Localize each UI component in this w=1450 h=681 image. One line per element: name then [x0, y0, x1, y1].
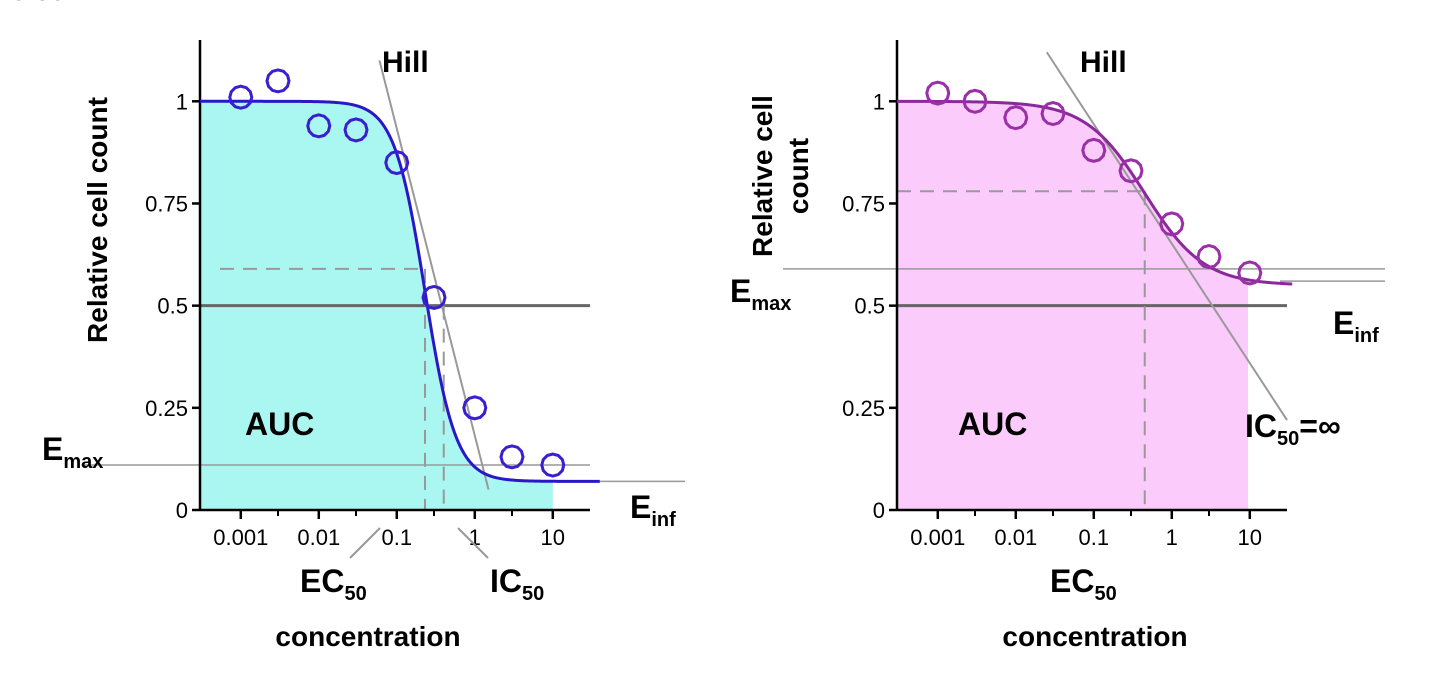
hill-label-right: Hill [1080, 46, 1127, 79]
data-point [1118, 158, 1144, 184]
x-tick-label: 0.001 [213, 525, 268, 550]
ic50-label-left: IC50 [490, 563, 544, 605]
data-points-right [925, 80, 1263, 286]
y-tick-label: 0.5 [157, 294, 188, 319]
ic50-label-right: IC50=∞ [1245, 408, 1341, 450]
fit-curve-left [200, 99, 600, 483]
ec50-leader-left [349, 527, 381, 559]
auc-label-right: AUC [958, 406, 1027, 442]
x-tick-label: 0.01 [297, 525, 340, 550]
y-ticks-right: 0 0.25 0.5 0.75 1 [842, 89, 897, 523]
y-tick-label: 0.5 [854, 294, 885, 319]
data-points-left [228, 68, 566, 478]
data-point [343, 117, 369, 143]
hill-label-left: Hill [382, 46, 429, 79]
auc-label-left: AUC [245, 406, 314, 442]
data-point [1237, 260, 1263, 286]
x-ticks-left: 0.001 0.01 0.1 1 10 [213, 510, 565, 550]
data-point [1159, 211, 1185, 237]
einf-label-right: Einf [1333, 305, 1379, 347]
x-tick-label: 10 [541, 525, 565, 550]
data-point [462, 395, 488, 421]
data-point [1196, 244, 1222, 270]
y-tick-label: 0 [873, 498, 885, 523]
data-point [421, 284, 447, 311]
data-point [228, 84, 254, 110]
y-axis-label-right: Relative cell [0, 0, 81, 6]
ic50-leader-left [457, 527, 489, 559]
ec50-label-right: EC50 [1050, 563, 1117, 605]
x-tick-label: 0.1 [381, 525, 412, 550]
chart-left: 0 0.25 0.5 0.75 1 0.001 0.01 0.1 1 10 Relative c… [42, 40, 685, 652]
data-point [962, 88, 988, 114]
data-point [1081, 137, 1107, 163]
y-axis-label-right-line1: Relative cell [0, 0, 81, 6]
y-axis-label-right-l2: count [783, 138, 814, 214]
data-point [1003, 105, 1029, 131]
x-tick-label: 0.1 [1078, 525, 1109, 550]
y-tick-label: 1 [176, 89, 188, 114]
emax-label-left: Emax [42, 431, 103, 473]
x-axis-label-left: concentration [275, 621, 460, 652]
data-point [384, 150, 410, 176]
y-axis-label-right-l1: Relative cell [747, 95, 778, 257]
y-axis-label-right-group: Relative cell count [747, 95, 814, 257]
y-ticks-left: 0 0.25 0.5 0.75 1 [145, 89, 200, 523]
einf-label-left: Einf [630, 489, 676, 531]
data-point [265, 68, 291, 94]
data-point [499, 444, 525, 470]
data-point [306, 113, 332, 139]
y-axis-label-left: Relative cell count [82, 97, 113, 343]
x-ticks-right: 0.001 0.01 0.1 1 10 [910, 510, 1262, 550]
y-tick-label: 0.25 [145, 396, 188, 421]
x-tick-label: 1 [469, 525, 481, 550]
y-tick-label: 0.25 [842, 396, 885, 421]
chart-right: 00.250.50.751 0.001 0.01 0.1 1 10 Relative c… [0, 0, 1385, 652]
data-point [540, 452, 566, 478]
y-tick-label: 1 [873, 89, 885, 114]
x-axis-label-right: concentration [1002, 621, 1187, 652]
ec50-label-left: EC50 [300, 563, 367, 605]
y-tick-label: 0.75 [145, 191, 188, 216]
x-tick-label: 0.001 [910, 525, 965, 550]
x-tick-label: 10 [1238, 525, 1262, 550]
x-tick-label: 1 [1166, 525, 1178, 550]
emax-label-right: Emax [730, 273, 791, 315]
hill-tangent-right [1045, 51, 1288, 421]
y-tick-label: 0.75 [842, 191, 885, 216]
x-tick-label: 0.01 [994, 525, 1037, 550]
data-point [925, 80, 951, 106]
y-tick-label: 0 [176, 498, 188, 523]
data-point [1040, 101, 1066, 127]
